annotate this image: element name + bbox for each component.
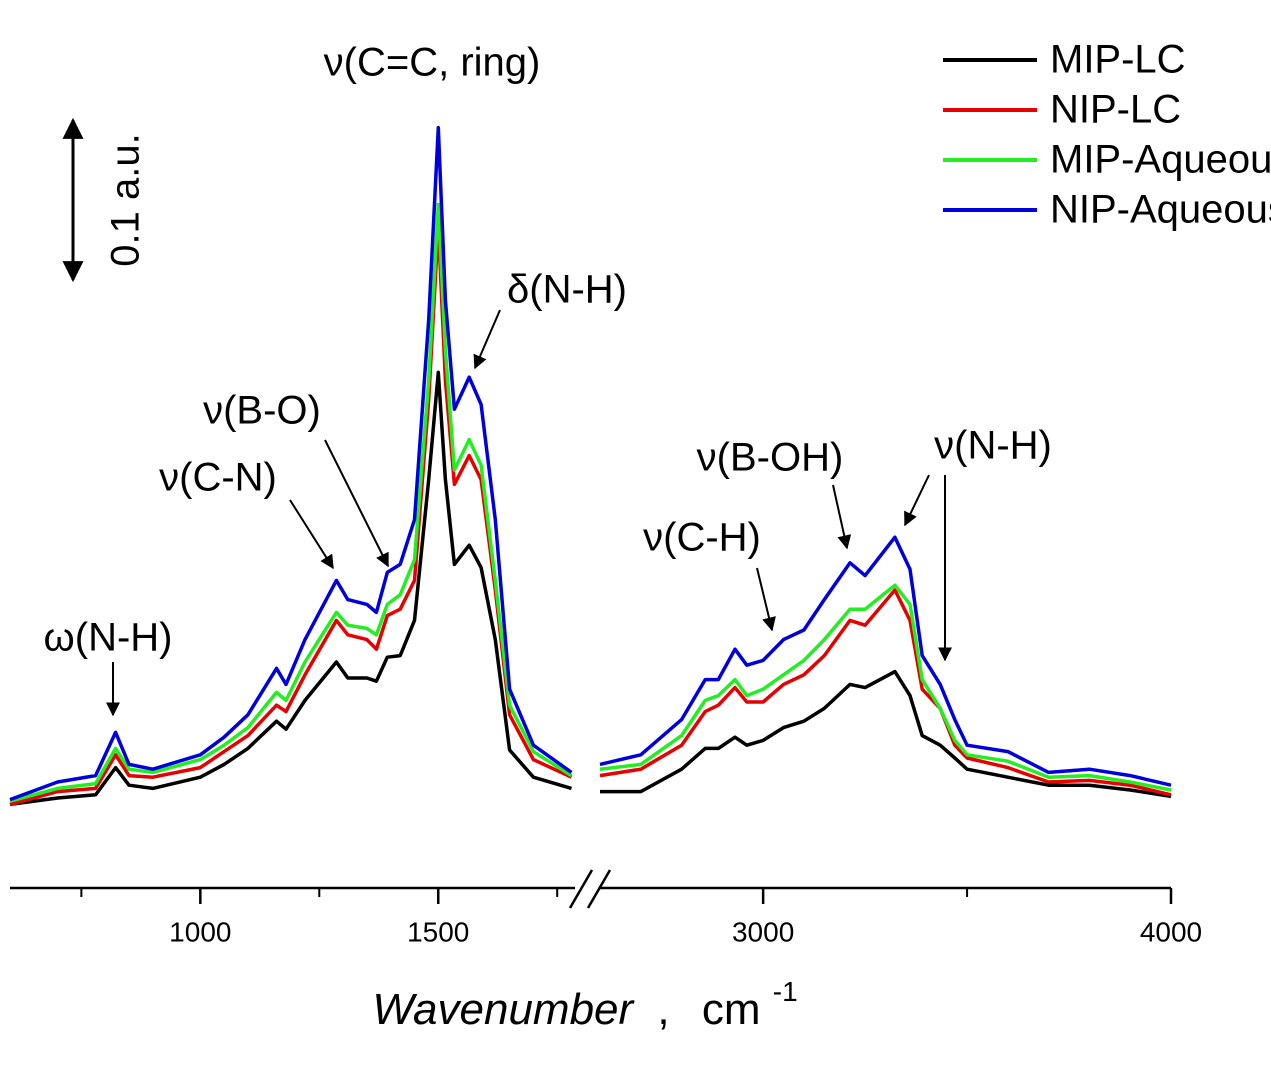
- annotation: δ(N-H): [507, 268, 627, 312]
- x-tick-label: 1000: [169, 916, 231, 947]
- axis-break: [586, 869, 612, 909]
- spectrum-line: [9, 370, 1172, 807]
- scale-bar-label: 0.1 a.u.: [104, 133, 148, 266]
- annotation-arrow: [904, 474, 930, 527]
- x-tick-label: 3000: [732, 916, 794, 947]
- x-axis-unit: cm: [702, 985, 761, 1034]
- annotation: ν(N-H): [934, 424, 1052, 468]
- x-axis-sep: ,: [657, 985, 669, 1034]
- legend-label: NIP-LC: [1050, 88, 1181, 132]
- axis-break: [568, 869, 594, 909]
- annotation-arrow: [289, 499, 334, 570]
- spectrum-line: [9, 202, 1172, 803]
- annotation-arrow: [756, 567, 776, 632]
- annotation-arrow: [324, 439, 389, 568]
- annotation-arrow: [473, 309, 501, 370]
- legend-label: MIP-Aqueous: [1050, 138, 1271, 182]
- x-axis-title: Wavenumber , cm -1: [372, 976, 797, 1033]
- annotation: ν(C-H): [643, 516, 761, 560]
- x-tick-label: 1500: [407, 916, 469, 947]
- annotation-arrow: [832, 484, 852, 550]
- spectrum-line: [9, 223, 1172, 807]
- x-axis-label: Wavenumber: [372, 985, 635, 1034]
- x-axis-unit-power: -1: [773, 976, 798, 1007]
- annotation: ν(C-N): [159, 456, 277, 500]
- spectrum-line: [9, 125, 1172, 802]
- annotation: ω(N-H): [44, 616, 173, 660]
- annotation: ν(B-OH): [697, 436, 844, 480]
- annotation: ν(B-O): [203, 389, 321, 433]
- legend-label: MIP-LC: [1050, 38, 1186, 82]
- legend-label: NIP-Aqueous: [1050, 188, 1271, 232]
- x-tick-label: 4000: [1140, 916, 1202, 947]
- annotation: ν(C=C, ring): [324, 41, 541, 85]
